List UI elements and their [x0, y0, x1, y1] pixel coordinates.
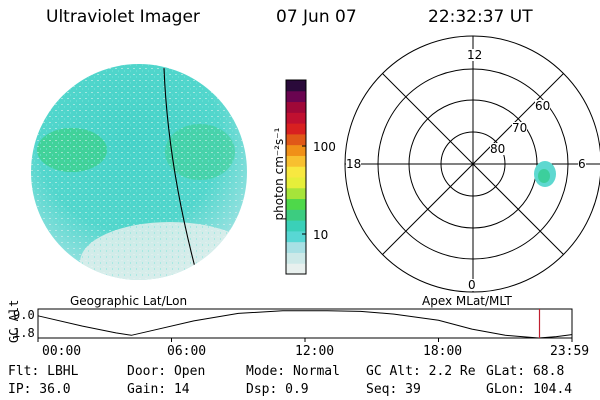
colorbar-segment	[286, 101, 306, 113]
lat-label-60: 60	[535, 99, 551, 113]
mlt-label-12: 12	[467, 48, 483, 62]
time-label: 22:32:37 UT	[428, 7, 533, 27]
colorbar-segment	[286, 209, 306, 221]
param-mode: Mode: Normal	[246, 364, 340, 379]
colorbar-segment	[286, 187, 306, 200]
colorbar-segment	[286, 166, 306, 178]
colorbar-segment	[286, 230, 306, 243]
mlt-label-0: 0	[468, 278, 476, 292]
colorbar-segment	[286, 241, 306, 253]
date-label: 07 Jun 07	[276, 7, 357, 27]
time-tick-2359: 23:59	[550, 344, 590, 359]
colorbar-tick-10: 10	[313, 228, 329, 242]
colorbar-segment	[286, 80, 306, 92]
right-panel-caption: Apex MLat/MLT	[422, 294, 512, 308]
colorbar-segment	[286, 144, 306, 156]
param-filter: Flt: LBHL	[8, 364, 79, 379]
colorbar-segment	[286, 112, 306, 124]
colorbar-segment	[286, 220, 306, 232]
colorbar-segment	[286, 123, 306, 135]
time-tick-1800: 18:00	[423, 344, 463, 359]
time-tick-0000: 00:00	[42, 344, 82, 359]
colorbar-segment	[286, 263, 306, 275]
param-dsp: Dsp: 0.9	[246, 382, 309, 397]
colorbar-segment	[286, 133, 306, 146]
polar-diagonal	[382, 73, 564, 255]
colorbar-tick-100: 100	[313, 140, 336, 154]
mlt-label-18: 18	[346, 157, 362, 171]
param-gain: Gain: 14	[127, 382, 190, 397]
time-tick-0600: 06:00	[167, 344, 207, 359]
altitude-tick-low: 1.8	[13, 326, 35, 340]
lat-label-70: 70	[512, 121, 528, 135]
left-panel-caption: Geographic Lat/Lon	[70, 294, 188, 308]
terminator-line	[163, 67, 201, 280]
mlt-label-6: 6	[578, 157, 586, 171]
altitude-curve	[37, 310, 572, 339]
time-tick-1200: 12:00	[295, 344, 335, 359]
param-glon: GLon: 104.4	[486, 382, 573, 397]
polar-emission-core	[538, 169, 550, 183]
colorbar-segment	[286, 252, 306, 264]
colorbar-segment	[286, 90, 306, 103]
colorbar-segment	[286, 155, 306, 167]
colorbar-segment	[286, 177, 306, 189]
lat-label-80: 80	[490, 142, 506, 156]
altitude-tick-high: 9.0	[13, 308, 35, 322]
param-seq: Seq: 39	[366, 382, 421, 397]
colorbar-segment	[286, 198, 306, 210]
altitude-plot-frame	[37, 308, 573, 339]
instrument-title: Ultraviolet Imager	[46, 7, 200, 27]
param-ip: IP: 36.0	[8, 382, 71, 397]
param-gc-alt: GC Alt: 2.2 Re	[366, 364, 476, 379]
param-glat: GLat: 68.8	[486, 364, 565, 379]
param-door: Door: Open	[127, 364, 206, 379]
